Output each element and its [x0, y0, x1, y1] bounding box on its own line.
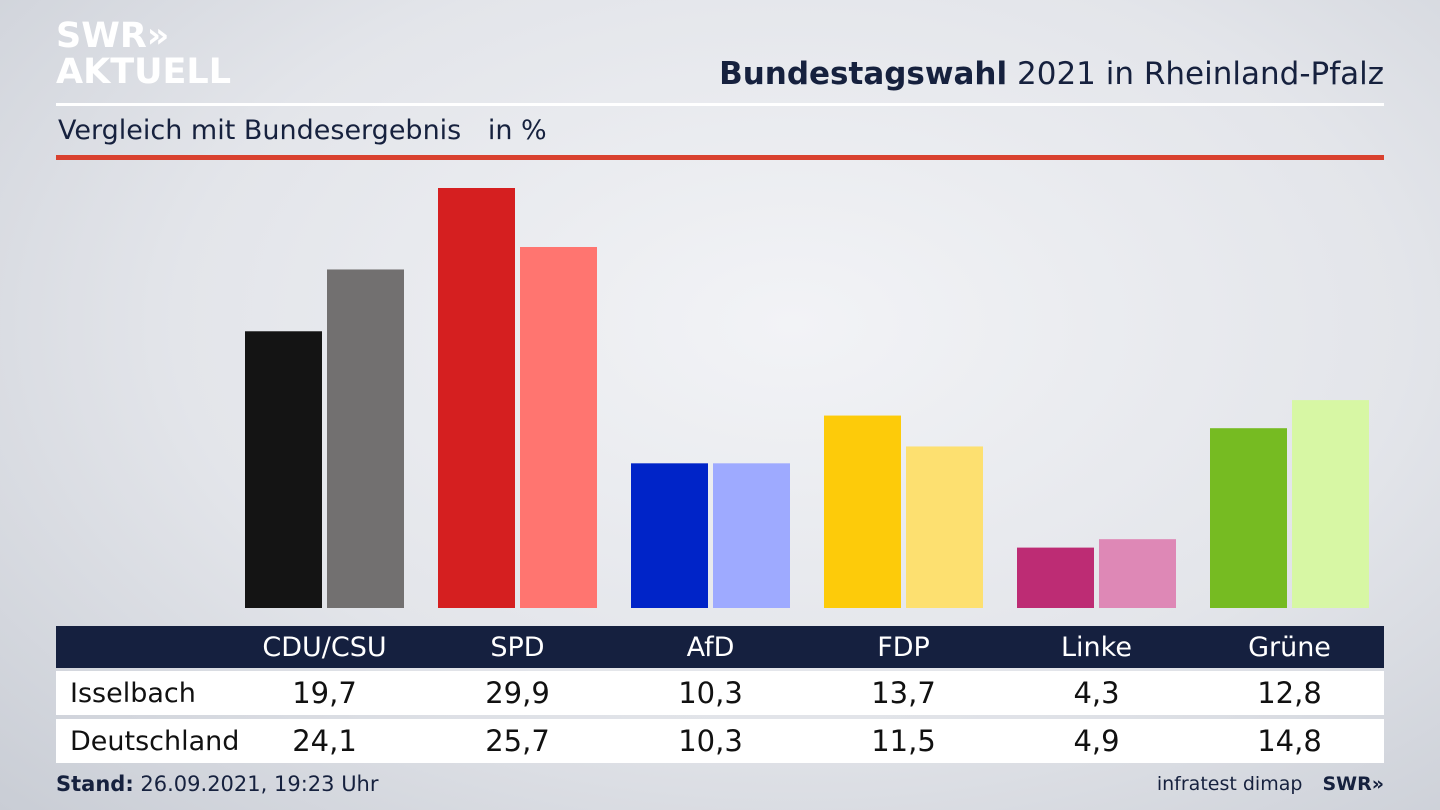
bar-fdp-isselbach — [824, 415, 901, 608]
header-cell: Grüne — [1248, 631, 1331, 663]
bar-afd-isselbach — [631, 463, 708, 608]
page-title: Bundestagswahl 2021 in Rheinland-Pfalz — [719, 56, 1384, 92]
logo-line-1: SWR» — [56, 16, 170, 56]
value-cell: 24,1 — [292, 724, 357, 758]
bar-cdu-csu-isselbach — [245, 331, 322, 608]
source-text: infratest dimap — [1156, 773, 1303, 795]
subtitle-text: Vergleich mit Bundesergebnis — [58, 115, 462, 146]
bar-fdp-deutschland — [906, 446, 983, 608]
value-cell: 25,7 — [485, 724, 550, 758]
stand-value: 26.09.2021, 19:23 Uhr — [140, 772, 379, 796]
value-cell: 19,7 — [292, 676, 357, 710]
stand-label: Stand: — [56, 772, 134, 796]
swr-brand: SWR» — [1322, 773, 1384, 795]
header-cell: AfD — [686, 631, 735, 663]
bar-chart — [245, 188, 1369, 609]
table-row: Deutschland 24,1 25,7 10,3 11,5 4,9 14,8 — [56, 719, 1384, 763]
value-cell: 11,5 — [871, 724, 936, 758]
header-cell: Linke — [1061, 631, 1132, 663]
table-row: Isselbach 19,7 29,9 10,3 13,7 4,3 12,8 — [56, 671, 1384, 715]
value-cell: 13,7 — [871, 676, 936, 710]
title-rest: 2021 in Rheinland-Pfalz — [1017, 56, 1384, 92]
title-bold: Bundestagswahl — [719, 56, 1008, 92]
value-cell: 4,3 — [1073, 676, 1120, 710]
value-cell: 29,9 — [485, 676, 550, 710]
value-cell: 10,3 — [678, 676, 743, 710]
bar-afd-deutschland — [713, 463, 790, 608]
row-label: Isselbach — [70, 677, 196, 709]
bar-grüne-isselbach — [1210, 428, 1287, 608]
bar-linke-isselbach — [1017, 547, 1094, 608]
logo-line-2: AKTUELL — [56, 52, 232, 92]
bar-linke-deutschland — [1099, 539, 1176, 608]
header-cell: SPD — [490, 631, 545, 663]
results-table: CDU/CSU SPD AfD FDP Linke Grüne Isselbach 19,… — [56, 626, 1384, 763]
header-cell: CDU/CSU — [262, 631, 387, 663]
unit-label: in % — [487, 115, 547, 146]
chart-subtitle: Vergleich mit Bundesergebnis in % — [58, 115, 547, 146]
source-credit: infratest dimap SWR» — [1157, 773, 1384, 795]
value-cell: 12,8 — [1257, 676, 1322, 710]
header-cell: FDP — [877, 631, 930, 663]
value-cell: 4,9 — [1073, 724, 1120, 758]
accent-divider — [56, 155, 1384, 160]
row-label: Deutschland — [70, 725, 240, 757]
header-divider — [56, 103, 1384, 106]
bar-spd-isselbach — [438, 188, 515, 608]
value-cell: 14,8 — [1257, 724, 1322, 758]
bar-cdu-csu-deutschland — [327, 269, 404, 608]
timestamp: Stand: 26.09.2021, 19:23 Uhr — [56, 772, 379, 796]
swr-aktuell-logo: SWR» AKTUELL — [56, 18, 231, 90]
bar-spd-deutschland — [520, 246, 597, 609]
bar-grüne-deutschland — [1292, 400, 1369, 608]
value-cell: 10,3 — [678, 724, 743, 758]
table-header: CDU/CSU SPD AfD FDP Linke Grüne — [56, 626, 1384, 668]
